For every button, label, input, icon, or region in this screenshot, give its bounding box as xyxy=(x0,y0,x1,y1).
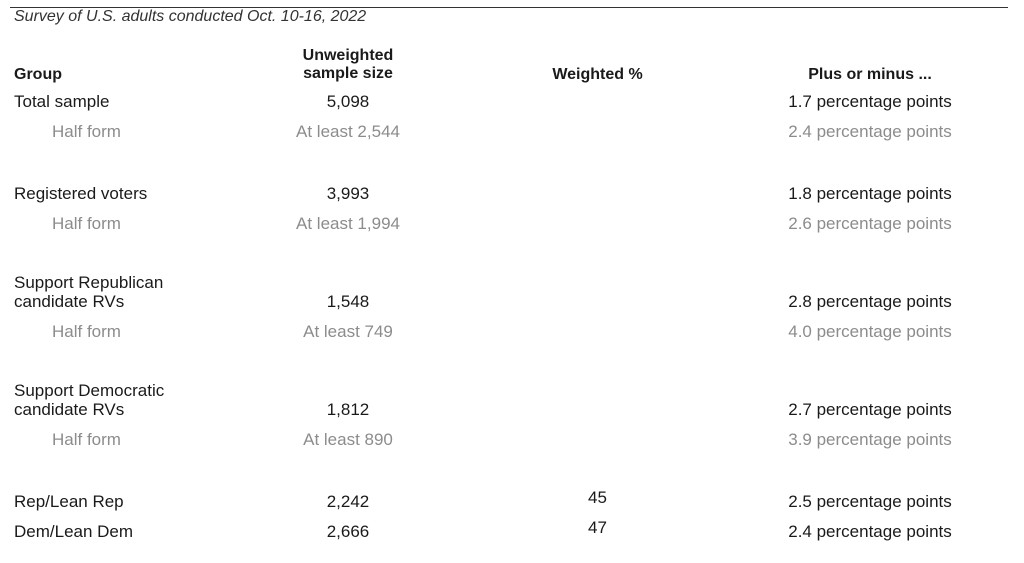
header-sample-size: Unweighted sample size xyxy=(268,47,428,83)
row-group: Support Republican candidate RVs xyxy=(14,273,163,311)
row-group-line1: Support Republican xyxy=(14,273,164,292)
row-weighted: 47 xyxy=(588,518,607,537)
row-moe: 2.6 percentage points xyxy=(788,214,952,233)
row-sample: 5,098 xyxy=(326,92,370,111)
row-moe: 1.8 percentage points xyxy=(788,184,952,203)
row-group: Support Democratic candidate RVs xyxy=(14,381,164,419)
row-moe: 2.7 percentage points xyxy=(788,400,952,419)
row-sample: 1,812 xyxy=(326,400,370,419)
row-sample: At least 1,994 xyxy=(296,214,400,233)
row-group: Dem/Lean Dem xyxy=(14,522,134,541)
row-group: Registered voters xyxy=(14,184,148,203)
row-sample: 3,993 xyxy=(326,184,370,203)
row-group-line2: candidate RVs xyxy=(14,292,125,311)
row-sample: 2,666 xyxy=(326,522,370,541)
row-moe: 2.8 percentage points xyxy=(788,292,952,311)
top-rule xyxy=(10,7,1008,8)
row-sample: 1,548 xyxy=(326,292,370,311)
row-moe: 2.4 percentage points xyxy=(788,522,952,541)
row-moe: 2.4 percentage points xyxy=(788,122,952,141)
row-group-line2: candidate RVs xyxy=(14,400,125,419)
row-group: Rep/Lean Rep xyxy=(14,492,124,511)
header-weighted: Weighted % xyxy=(552,66,643,83)
header-sample-line1: Unweighted xyxy=(302,47,394,64)
row-group: Half form xyxy=(52,214,121,233)
row-sample: At least 2,544 xyxy=(296,122,400,141)
row-sample: 2,242 xyxy=(326,492,370,511)
row-group: Half form xyxy=(52,430,121,449)
row-group: Half form xyxy=(52,122,121,141)
header-group: Group xyxy=(14,66,62,83)
row-moe: 1.7 percentage points xyxy=(788,92,952,111)
row-group-line1: Support Democratic xyxy=(14,381,165,400)
row-moe: 2.5 percentage points xyxy=(788,492,952,511)
row-sample: At least 890 xyxy=(303,430,393,449)
row-weighted: 45 xyxy=(588,488,607,507)
header-plus-minus: Plus or minus ... xyxy=(808,66,932,83)
row-sample: At least 749 xyxy=(303,322,393,341)
survey-subtitle: Survey of U.S. adults conducted Oct. 10-… xyxy=(14,8,367,25)
row-group: Half form xyxy=(52,322,121,341)
header-sample-line2: sample size xyxy=(303,65,393,82)
row-moe: 4.0 percentage points xyxy=(788,322,952,341)
row-group: Total sample xyxy=(14,92,110,111)
row-moe: 3.9 percentage points xyxy=(788,430,952,449)
